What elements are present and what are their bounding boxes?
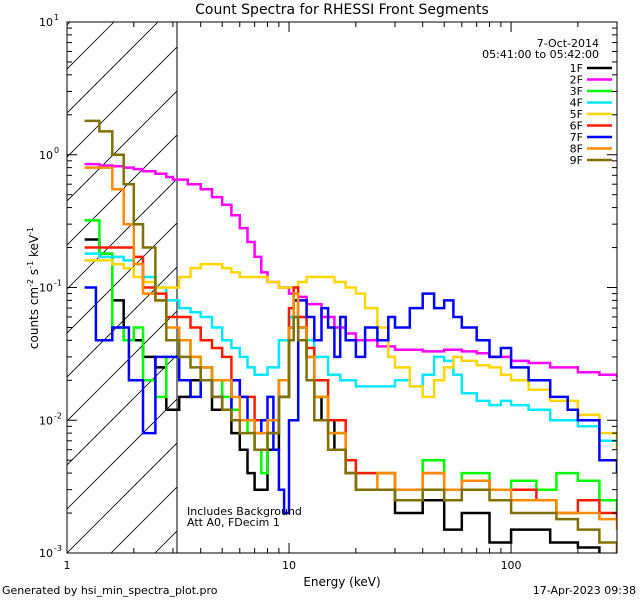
hatch-line xyxy=(67,398,177,510)
series-line-9F xyxy=(84,119,617,553)
legend-label-3F: 3F xyxy=(570,85,583,98)
series-line-7F xyxy=(84,286,617,515)
y-tick-label: 100 xyxy=(39,146,59,162)
legend-label-2F: 2F xyxy=(570,74,583,87)
y-axis-label-mid: s xyxy=(27,269,41,279)
y-axis-label-sup2: -1 xyxy=(26,261,35,269)
time-range-label: 05:41:00 to 05:42:00 xyxy=(482,48,599,61)
hatch-line xyxy=(67,178,177,290)
footer-generated-by: Generated by hsi_min_spectra_plot.pro xyxy=(2,584,218,597)
date-label: 7-Oct-2014 xyxy=(537,37,599,50)
y-tick-label: 10-2 xyxy=(39,411,62,427)
series-line-8F xyxy=(84,166,617,530)
hatch-line xyxy=(67,222,177,334)
y-axis-label: counts cm-2 s-1 keV-1 xyxy=(26,227,41,349)
legend-label-1F: 1F xyxy=(570,62,583,75)
legend-label-9F: 9F xyxy=(570,154,583,167)
x-tick-label: 100 xyxy=(501,559,522,572)
hatch-line xyxy=(154,530,177,553)
series-line-4F xyxy=(84,252,617,450)
x-tick-labels: 1 10 100 xyxy=(64,559,522,572)
y-axis-label-base: counts cm xyxy=(27,287,41,349)
chart-title: Count Spectra for RHESSI Front Segments xyxy=(195,2,489,18)
hatch-line xyxy=(67,22,115,70)
hatch-line xyxy=(419,0,640,553)
hatch-line xyxy=(331,0,640,553)
hatch-line xyxy=(67,354,177,466)
y-tick-label: 10-1 xyxy=(39,279,62,295)
x-tick-label: 10 xyxy=(282,559,296,572)
legend-label-5F: 5F xyxy=(570,108,583,121)
hatch-line xyxy=(463,0,640,553)
y-axis-label-sup3: -1 xyxy=(26,227,35,235)
series-line-5F xyxy=(84,259,617,450)
hatch-line xyxy=(67,22,159,114)
y-tick-label: 101 xyxy=(39,13,59,29)
x-tick-label: 1 xyxy=(64,559,71,572)
legend-label-4F: 4F xyxy=(570,97,583,110)
hatch-line xyxy=(375,0,640,553)
y-tick-label: 10-3 xyxy=(39,544,62,560)
legend-label-7F: 7F xyxy=(570,131,583,144)
hatch-line xyxy=(551,0,640,553)
hatch-line xyxy=(67,22,71,26)
hatch-line xyxy=(67,46,177,158)
legend-label-6F: 6F xyxy=(570,120,583,133)
series-group xyxy=(84,119,617,553)
y-axis-label-end: keV xyxy=(27,234,41,261)
y-tick-labels: 101 100 10-1 10-2 10-3 xyxy=(39,13,62,560)
x-axis-label: Energy (keV) xyxy=(303,575,380,589)
footer-timestamp: 17-Apr-2023 09:38 xyxy=(533,584,636,597)
note-background: Includes Background xyxy=(187,505,302,518)
series-line-2F xyxy=(84,162,617,378)
note-attenuator: Att A0, FDecim 1 xyxy=(187,516,280,529)
y-axis-label-sup1: -2 xyxy=(26,279,35,287)
axis-ticks xyxy=(66,22,618,554)
legend-label-8F: 8F xyxy=(570,143,583,156)
hatch-line xyxy=(287,0,640,553)
hatch-line xyxy=(67,442,177,553)
